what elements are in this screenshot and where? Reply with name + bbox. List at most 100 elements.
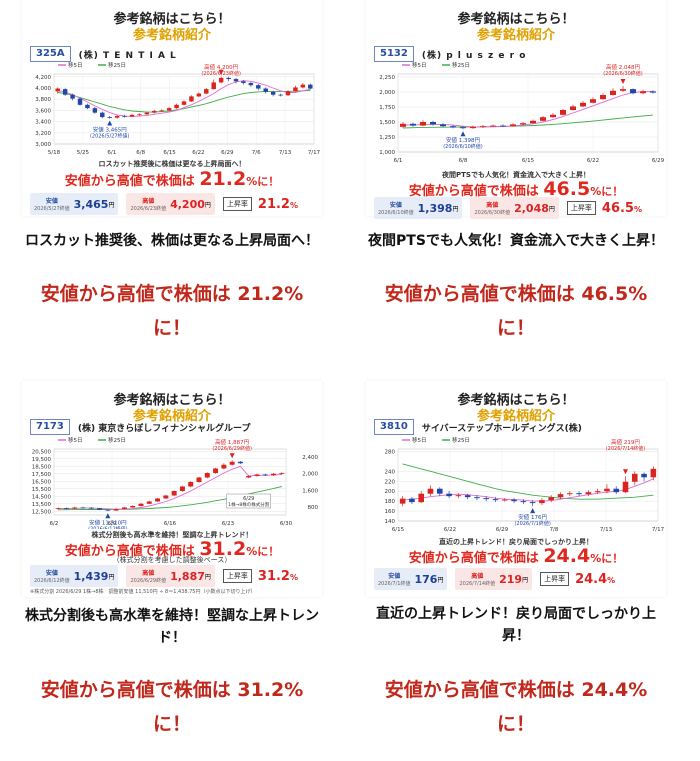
headline-value: 31.2 (199, 538, 247, 560)
ticker-code: 3810 (374, 419, 414, 435)
low-label: 安値 (388, 573, 401, 580)
candle (300, 82, 306, 89)
candle (254, 473, 260, 477)
candle-body (129, 114, 135, 117)
headline-prefix: 安値から高値で株価は (408, 551, 539, 566)
candle (474, 495, 480, 501)
annotation-line1: 安値 3,465円 (93, 126, 127, 134)
legend-label: 移25日 (108, 61, 126, 69)
candle-body (213, 468, 219, 473)
chart-annotation: 高値 4,200円(2026/6/23終値) (201, 63, 241, 77)
annotation-line1: 安値 176円 (518, 513, 547, 521)
candle (293, 85, 298, 92)
candle (55, 87, 60, 94)
headline-suffix: %に！ (590, 552, 624, 565)
candle-body (580, 102, 586, 107)
candle-body (113, 509, 119, 511)
candle (540, 116, 546, 122)
candle (622, 476, 629, 494)
candle (410, 122, 416, 127)
candle-body (121, 507, 127, 509)
chart-headline: 安値から高値で株価は 21.2%に！ (22, 168, 322, 190)
rise-unit: % (607, 575, 616, 585)
legend-label: 移5日 (68, 61, 83, 69)
candle-body (163, 495, 169, 499)
low-price-box: 安値 2026/5/27終値 3,465 円 (30, 193, 119, 215)
candle-body (262, 474, 268, 476)
yen-unit: 円 (452, 205, 459, 213)
candle-body (97, 508, 103, 510)
candle (248, 81, 254, 87)
chart-card: 参考銘柄はこちら！ 参考銘柄紹介 5132 (株) p l u s z e r … (366, 0, 666, 219)
candle-body (550, 114, 556, 118)
candle-body (88, 507, 94, 509)
candle (437, 487, 443, 497)
legend-label: 移5日 (412, 61, 427, 69)
candle-body (85, 104, 90, 109)
rise-label: 上昇率 (566, 201, 596, 215)
y-tick-label: 3,800 (35, 97, 51, 103)
candle-body (229, 461, 235, 465)
candle (144, 111, 150, 115)
candle (137, 113, 142, 116)
candle (92, 107, 98, 114)
candle-body (427, 488, 434, 494)
candle (196, 476, 202, 483)
candle-body (254, 474, 260, 476)
candle-body (237, 461, 243, 464)
ticker-code: 5132 (374, 46, 414, 62)
chart-headline: 安値から高値で株価は 46.5%に！ (366, 178, 666, 200)
candle-body (620, 89, 626, 91)
candle (85, 103, 90, 110)
rise-number: 46.5 (601, 200, 634, 216)
candlestick-chart: 移5日 移25日 4,200 4,000 3,800 3,600 3,400 3,200 3,0… (35, 61, 320, 156)
low-arrow-icon (530, 508, 536, 514)
low-date: 2026/6/12終値 (34, 578, 70, 584)
y-tick-label: 1,750 (379, 105, 395, 111)
low-value: 1,439 (73, 569, 109, 583)
high-date: 2026/6/23終値 (130, 206, 167, 212)
headline-suffix: %に！ (590, 185, 624, 198)
y-tick-label: 140 (385, 519, 396, 525)
candle-body (62, 89, 68, 95)
ma25-line (402, 463, 654, 500)
candle (500, 124, 506, 128)
candle (100, 111, 105, 119)
card-description: ロスカット推奨後、株価は更なる上昇局面へ！ (25, 233, 319, 249)
candle-body (464, 495, 471, 498)
candle-body (279, 473, 285, 474)
price-boxes: 安値 2026/5/27終値 3,465 円 高値 2026/6/23終値 4,200… (30, 192, 314, 216)
rise-label: 上昇率 (222, 197, 252, 211)
low-value: 3,465 (73, 197, 109, 211)
candle-body (490, 125, 496, 127)
yen-unit: 円 (204, 573, 211, 581)
candle (446, 491, 452, 499)
candle-body (107, 117, 112, 118)
y-tick-label: 15,500 (32, 487, 52, 493)
card-description: 株式分割後も高水準を維持！堅調な上昇トレンド！ (22, 605, 322, 649)
candle-body (540, 117, 546, 121)
candle-body (610, 90, 616, 95)
candle (604, 484, 610, 494)
chart-card: 参考銘柄はこちら！ 参考銘柄紹介 7173 (株) 東京きらぼしフィナンシャルグ… (22, 381, 322, 597)
candle-body (548, 497, 554, 501)
candle-body (72, 507, 78, 509)
candle (399, 496, 406, 507)
candle-body (483, 498, 489, 500)
candle-body (55, 88, 60, 92)
annotation-line2: (2026/6/29終値) (212, 445, 252, 452)
rise-value: 24.4% (575, 572, 615, 587)
candle-body (529, 502, 536, 504)
y-tick-label: 18,500 (32, 464, 52, 470)
candle (152, 109, 157, 114)
x-tick-label: 7/8 (550, 527, 559, 533)
candle-body (632, 473, 638, 482)
high-label: 高値 (142, 570, 155, 577)
chart-legend: 移5日 移25日 (402, 436, 470, 444)
candle (470, 125, 476, 129)
ticker-code: 325A (30, 46, 71, 62)
x-tick-label: 6/1 (107, 150, 116, 156)
y-tick-label: 2,250 (379, 75, 395, 81)
high-price-box: 高値 2026/6/29終値 1,887 円 (126, 565, 215, 587)
chart-legend: 移5日 移25日 (58, 61, 126, 69)
